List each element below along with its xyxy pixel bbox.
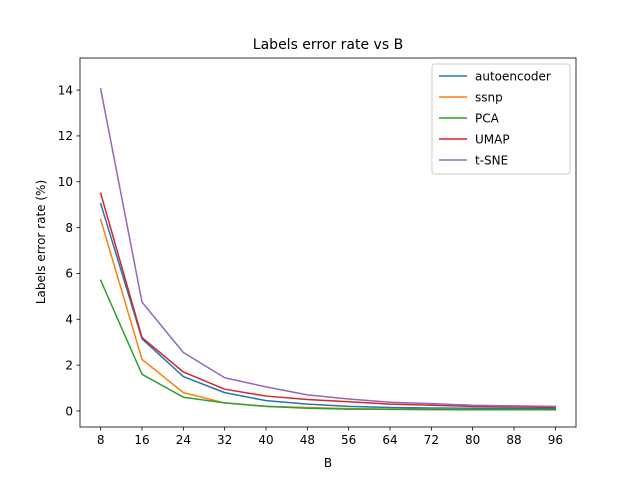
y-tick-label: 6 xyxy=(65,267,73,281)
series-line-pca xyxy=(99,279,557,411)
y-tick-label: 0 xyxy=(65,404,73,418)
y-tick-label: 10 xyxy=(58,175,73,189)
x-tick-label: 32 xyxy=(217,433,232,447)
x-tick-label: 8 xyxy=(97,433,105,447)
series-line-umap xyxy=(99,192,557,409)
y-tick-label: 8 xyxy=(65,221,73,235)
x-tick-label: 64 xyxy=(382,433,397,447)
x-axis-label: B xyxy=(324,456,332,470)
x-axis-ticks: 8 16 24 32 40 48 56 64 72 80 88 96 xyxy=(97,427,563,447)
x-tick-label: 48 xyxy=(300,433,315,447)
x-tick-label: 24 xyxy=(176,433,191,447)
legend-label-t-sne: t-SNE xyxy=(475,153,508,167)
y-tick-label: 14 xyxy=(58,83,73,97)
axes-frame xyxy=(79,57,577,428)
x-tick-label: 16 xyxy=(134,433,149,447)
x-tick-label: 40 xyxy=(258,433,273,447)
x-tick-label: 96 xyxy=(548,433,563,447)
y-tick-label: 12 xyxy=(58,129,73,143)
x-tick-label: 56 xyxy=(341,433,356,447)
legend-label-pca: PCA xyxy=(475,111,500,125)
y-tick-label: 4 xyxy=(65,313,73,327)
plot-area xyxy=(79,57,577,428)
series-line-t-sne xyxy=(99,88,557,408)
x-tick-label: 80 xyxy=(465,433,480,447)
y-axis-label: Labels error rate (%) xyxy=(34,180,48,304)
chart-title: Labels error rate vs B xyxy=(253,37,403,53)
y-tick-label: 2 xyxy=(65,358,73,372)
legend-label-umap: UMAP xyxy=(475,132,510,146)
legend-label-ssnp: ssnp xyxy=(475,90,503,104)
legend: autoencoder ssnp PCA UMAP t-SNE xyxy=(431,63,571,175)
x-tick-label: 88 xyxy=(506,433,521,447)
y-axis-ticks: 0 2 4 6 8 10 12 14 xyxy=(58,83,80,418)
legend-box xyxy=(431,63,571,175)
series-line-autoencoder xyxy=(99,202,557,410)
x-tick-label: 72 xyxy=(424,433,439,447)
legend-label-autoencoder: autoencoder xyxy=(475,69,551,83)
